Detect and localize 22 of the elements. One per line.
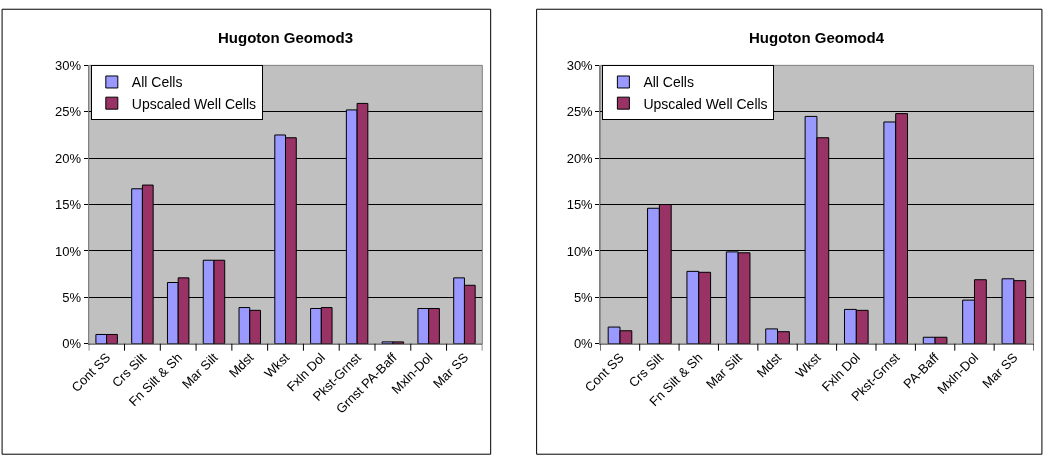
y-tick-label: 25% (55, 104, 82, 120)
legend-label: All Cells (643, 74, 694, 91)
x-tick-label: Mar Silt (703, 349, 746, 392)
y-tick-label: 10% (566, 243, 594, 259)
legend-label: Upscaled Well Cells (643, 95, 768, 112)
y-tick-label: 30% (566, 57, 594, 73)
legend-label: All Cells (131, 74, 183, 91)
y-tick-label: 30% (55, 57, 82, 73)
y-tick-label: 0% (62, 336, 82, 352)
chart-title: Hugoton Geomod4 (749, 29, 885, 46)
y-tick-label: 5% (62, 289, 82, 305)
y-tick-label: 10% (55, 243, 82, 259)
y-tick-label: 25% (566, 104, 594, 120)
y-tick-label: 0% (573, 336, 594, 352)
x-tick-label: Mar SS (979, 349, 1021, 392)
legend-label: Upscaled Well Cells (131, 95, 257, 112)
y-tick-label: 15% (55, 197, 82, 213)
y-tick-label: 20% (566, 150, 594, 166)
y-tick-label: 5% (573, 289, 594, 305)
chart-title: Hugoton Geomod3 (218, 29, 353, 46)
y-tick-label: 15% (566, 197, 594, 213)
y-tick-label: 20% (55, 150, 82, 166)
